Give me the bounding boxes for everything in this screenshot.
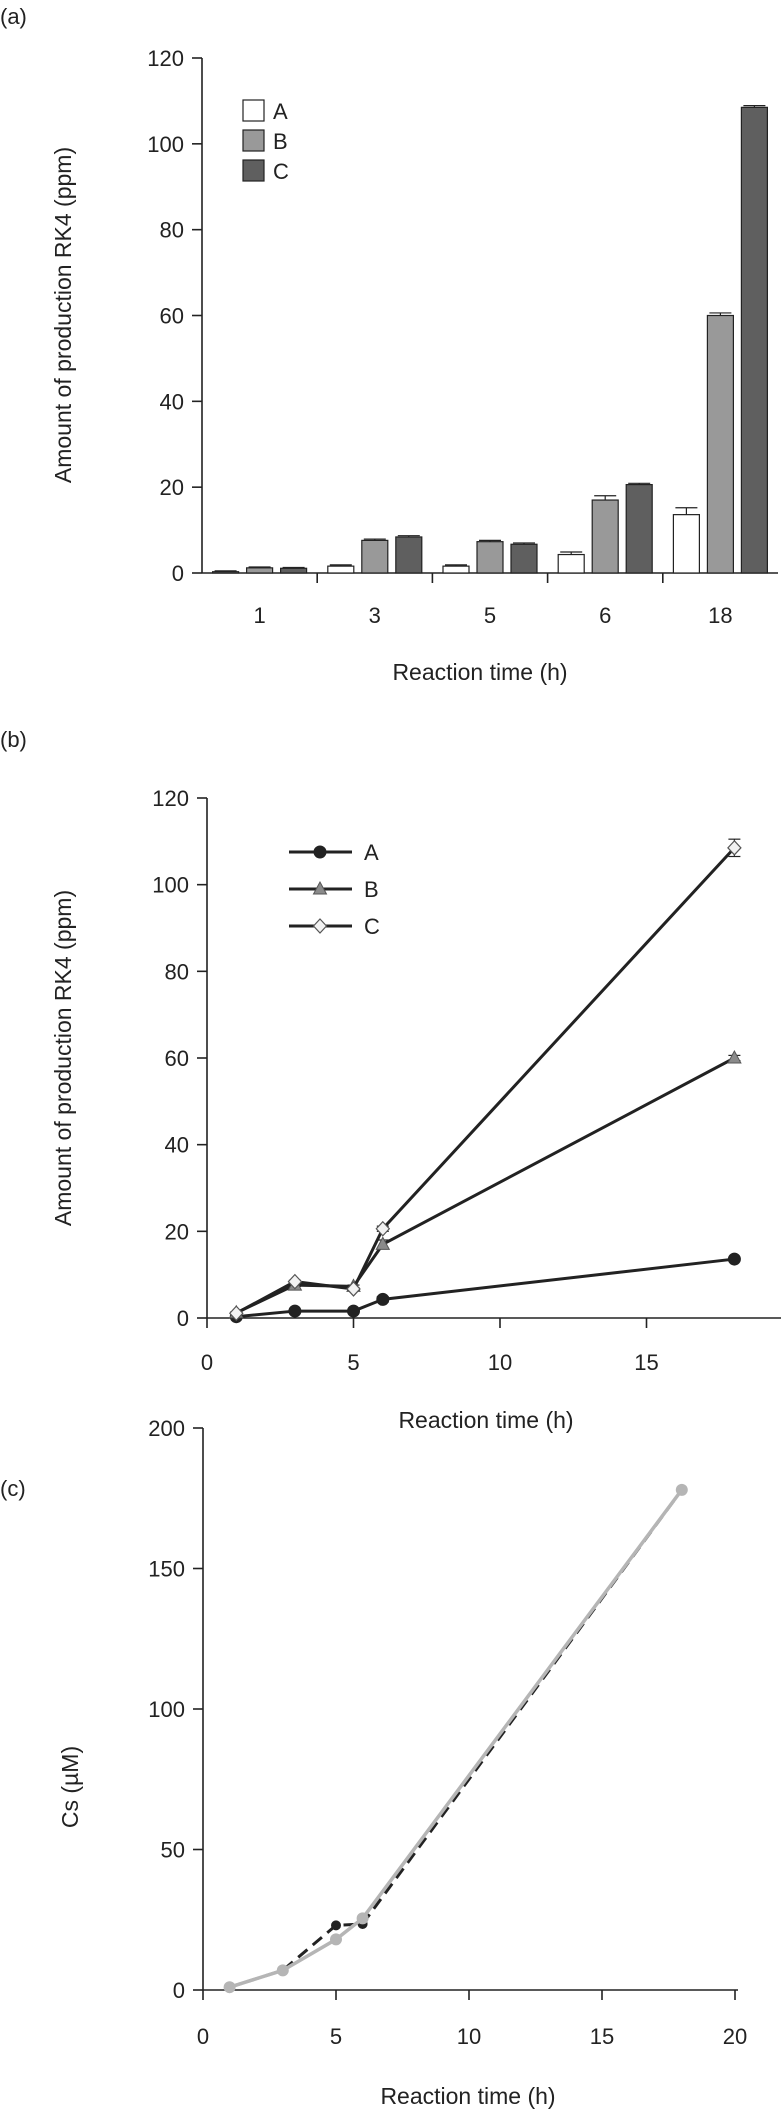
panel-c-y-tick-label: 50	[161, 1838, 185, 1863]
panel-b-point-c	[228, 1305, 244, 1322]
panel-b-y-tick-label: 80	[165, 959, 189, 984]
panel-b-legend-marker-a	[313, 845, 327, 859]
panel-a-marks: 0 20 40 60 80 100 120 1 3 5 6 18 ABC	[147, 46, 769, 628]
panel-b-point-b	[375, 1236, 391, 1250]
panel-c-x-tick-label: 20	[723, 2024, 747, 2049]
panel-b-y-tick-label: 0	[177, 1306, 189, 1331]
panel-c-y-tick-label: 200	[148, 1416, 185, 1441]
panel-c-x-tick-label: 5	[330, 2024, 342, 2049]
panel-b-x-tick-label: 15	[634, 1350, 658, 1375]
panel-b-legend-label: C	[364, 914, 380, 939]
panel-c-point-solid	[330, 1933, 342, 1946]
panel-a-legend-swatch-c	[242, 159, 265, 182]
panel-a-bar-b	[591, 499, 619, 574]
panel-a-bar-c	[395, 536, 423, 574]
panel-a-bar-c	[280, 567, 308, 574]
panel-b-point-a	[347, 1304, 360, 1318]
panel-c-point-solid	[675, 1483, 688, 1496]
panel-b-y-tick-label: 40	[165, 1133, 189, 1158]
panel-a-legend-label: A	[273, 99, 288, 124]
panel-a-bar-c	[510, 543, 538, 574]
panel-a-bar-a	[557, 553, 585, 574]
panel-b-label: (b)	[0, 727, 27, 752]
panel-b-y-tick-label: 60	[165, 1046, 189, 1071]
panel-b-point-a	[288, 1304, 302, 1318]
panel-b-x-tick-label: 0	[201, 1350, 213, 1375]
panel-c-label: (c)	[0, 1476, 26, 1501]
panel-b-y-tick-label: 20	[165, 1219, 189, 1244]
panel-c-point-solid	[356, 1912, 369, 1925]
panel-c-x-axis-title: Reaction time (h)	[380, 2083, 555, 2109]
panel-b-y-tick-label: 120	[152, 786, 189, 811]
panel-a-bar-a	[327, 565, 355, 574]
panel-a-legend-label: C	[273, 159, 289, 184]
panel-a-bar-b	[706, 314, 735, 574]
panel-a-label: (a)	[0, 4, 27, 29]
panel-a-x-tick-label: 5	[484, 603, 496, 628]
panel-b-series-line-b	[235, 1056, 736, 1315]
panel-a-bar-a	[442, 565, 470, 574]
panel-a-y-tick-label: 20	[160, 475, 184, 500]
panel-c: (c) Cs (µM) Reaction time (h) 0501001502…	[0, 1416, 747, 2109]
panel-a-y-tick-label: 80	[160, 218, 184, 243]
panel-a-y-tick-label: 40	[160, 389, 184, 414]
panel-c-x-tick-label: 0	[197, 2024, 209, 2049]
panel-a-x-tick-label: 6	[599, 603, 611, 628]
panel-c-marks: 0 50 100 150 200 0 5 10 15 20	[148, 1416, 747, 2049]
panel-b-point-a	[727, 1252, 741, 1266]
panel-c-y-tick-label: 150	[148, 1557, 185, 1582]
panel-a-legend-swatch-b	[242, 129, 265, 152]
panel-a-x-tick-label: 18	[708, 603, 732, 628]
panel-a-y-tick-label: 60	[160, 304, 184, 329]
panel-a-x-tick-label: 3	[369, 603, 381, 628]
panel-a-y-tick-label: 0	[172, 561, 184, 586]
panel-c-x-tick-label: 10	[457, 2024, 481, 2049]
panel-b-point-c	[346, 1281, 361, 1297]
panel-b-x-tick-label: 10	[488, 1350, 512, 1375]
panel-b-x-axis-title: Reaction time (h)	[398, 1407, 573, 1433]
panel-b-marks: 02040608010012005101520ABC	[152, 786, 781, 1375]
panel-b-legend-marker-b	[312, 880, 328, 895]
panel-b-point-c	[375, 1220, 391, 1237]
panel-c-point-dashed	[331, 1920, 341, 1931]
panel-b-point-b	[727, 1049, 742, 1064]
panel-b-x-tick-label: 5	[347, 1350, 359, 1375]
panel-a-bar-c	[740, 106, 769, 574]
panel-a-y-tick-label: 100	[147, 132, 184, 157]
panel-b-point-c	[287, 1273, 303, 1290]
panel-b-y-axis-title: Amount of production RK4 (ppm)	[50, 890, 76, 1226]
panel-a-legend-label: B	[273, 129, 288, 154]
panel-a-bar-b	[361, 539, 389, 574]
panel-a-bar-b	[246, 567, 274, 574]
panel-b-legend-label: A	[364, 840, 379, 865]
panel-b-series-line-a	[236, 1257, 735, 1319]
panel-a-bar-c	[625, 483, 653, 574]
panel-a-y-tick-label: 120	[147, 46, 184, 71]
panel-c-y-axis-title: Cs (µM)	[57, 1746, 83, 1828]
panel-b-point-a	[376, 1292, 390, 1306]
panel-a: (a) Amount of production RK4 (ppm) React…	[0, 4, 778, 685]
panel-a-y-axis-title: Amount of production RK4 (ppm)	[50, 147, 76, 483]
panel-a-bar-a	[212, 571, 240, 574]
panel-b-series-line-c	[235, 846, 736, 1315]
panel-a-bar-a	[672, 514, 701, 574]
panel-a-x-axis-title: Reaction time (h)	[392, 659, 567, 685]
panel-c-y-tick-label: 100	[148, 1697, 185, 1722]
panel-b: (b) Amount of production RK4 (ppm) React…	[0, 727, 781, 1433]
panel-b-legend-marker-c	[312, 918, 328, 934]
panel-b-y-tick-label: 100	[152, 873, 189, 898]
panel-c-y-tick-label: 0	[173, 1978, 185, 2003]
panel-a-legend-swatch-a	[242, 99, 265, 122]
panel-c-series-line-solid	[229, 1488, 684, 1989]
panel-a-x-tick-label: 1	[253, 603, 265, 628]
panel-c-point-solid	[276, 1964, 289, 1977]
panel-c-series-line-dashed	[229, 1488, 684, 1989]
panel-b-legend-label: B	[364, 877, 379, 902]
panel-c-point-solid	[223, 1981, 236, 1994]
panel-c-x-tick-label: 15	[590, 2024, 614, 2049]
panel-a-bar-b	[476, 541, 504, 574]
panel-b-point-c	[727, 839, 742, 856]
